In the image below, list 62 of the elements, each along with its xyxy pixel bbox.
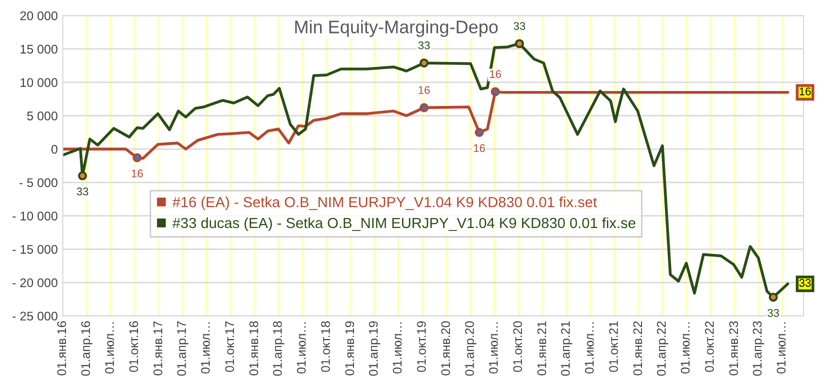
legend-label: #33 ducas (EA) - Setka O.B_NIM EURJPY_V1.04 K9 KD830 0.01 fix.se — [172, 217, 636, 232]
x-tick-label: 01.окт.19 — [417, 321, 426, 372]
point — [420, 103, 429, 112]
x-tick-label: 01.апр.19 — [368, 321, 380, 376]
annotation: 33 — [418, 41, 430, 50]
y-tick-label: 10 000 — [20, 78, 58, 87]
x-tick-label: 01.июл… — [392, 322, 402, 374]
annotation: 33 — [799, 278, 811, 287]
x-tick-label: 01.янв.23 — [729, 321, 738, 376]
x-tick-label: 01.июл… — [776, 322, 786, 374]
x-tick-label: 01.янв.21 — [537, 321, 546, 376]
x-tick-label: 01.окт.17 — [225, 321, 234, 372]
y-tick-label: - 5 000 — [20, 178, 58, 188]
x-tick-label: 01.июл… — [105, 322, 114, 374]
x-tick-label: 01.янв.20 — [441, 321, 450, 376]
x-tick-label: 01.апр.21 — [561, 321, 572, 376]
y-tick-label: 15 000 — [20, 44, 58, 54]
x-tick-label: 01.июл… — [201, 322, 210, 374]
annotation: 33 — [514, 22, 526, 30]
x-tick-label: 01.янв.19 — [345, 321, 354, 376]
annotation: 16 — [132, 170, 143, 178]
x-tick-label: 01.июл… — [296, 322, 306, 374]
y-tick-label: - 20 000 — [12, 278, 58, 288]
x-tick-label: 01.окт.18 — [321, 321, 330, 372]
x-tick-label: 01.июл… — [489, 322, 498, 374]
point — [768, 292, 778, 302]
legend-label: #16 (EA) - Setka O.B_NIM EURJPY_V1.04 K9 KD830 0.01 fix.set — [172, 196, 597, 210]
annotation: 33 — [768, 308, 779, 317]
point — [132, 153, 142, 162]
x-tick-label: 01.апр.22 — [656, 321, 668, 376]
x-tick-label: 01.июл… — [584, 322, 594, 374]
x-tick-label: 01.апр.20 — [465, 321, 476, 376]
x-tick-label: 01.янв.17 — [153, 321, 162, 376]
x-tick-label: 01.янв.18 — [249, 321, 258, 376]
x-tick-label: 01.янв.16 — [57, 321, 66, 376]
x-tick-label: 01.апр.17 — [177, 321, 188, 376]
x-tick-label: 01.апр.16 — [81, 321, 93, 376]
x-tick-label: 01.окт.22 — [705, 321, 714, 372]
annotation: 16 — [800, 87, 811, 96]
x-tick-label: 01.апр.18 — [273, 321, 284, 376]
y-tick-label: 0 — [51, 144, 58, 154]
y-tick-label: 20 000 — [20, 11, 58, 20]
y-tick-label: - 15 000 — [12, 244, 58, 254]
x-tick-label: 01.янв.22 — [633, 321, 642, 376]
point — [474, 128, 484, 137]
x-tick-label: 01.июл… — [680, 322, 690, 374]
x-tick-label: 01.окт.21 — [609, 321, 618, 372]
annotation: 16 — [474, 144, 485, 152]
x-tick-label: 01.окт.20 — [513, 321, 522, 372]
y-tick-label: - 25 000 — [12, 312, 58, 321]
point — [420, 58, 429, 68]
point — [78, 171, 87, 180]
point — [490, 87, 500, 96]
x-tick-label: 01.окт.16 — [129, 321, 138, 372]
annotation: 16 — [490, 70, 501, 78]
chart-title: Min Equity-Marging-Depo — [295, 20, 498, 37]
point — [514, 39, 524, 48]
x-tick-label: 01.апр.23 — [752, 321, 764, 376]
y-tick-label: - 10 000 — [12, 212, 58, 220]
annotation: 16 — [418, 86, 430, 94]
annotation: 33 — [76, 188, 88, 196]
y-tick-label: 5 000 — [27, 112, 58, 120]
